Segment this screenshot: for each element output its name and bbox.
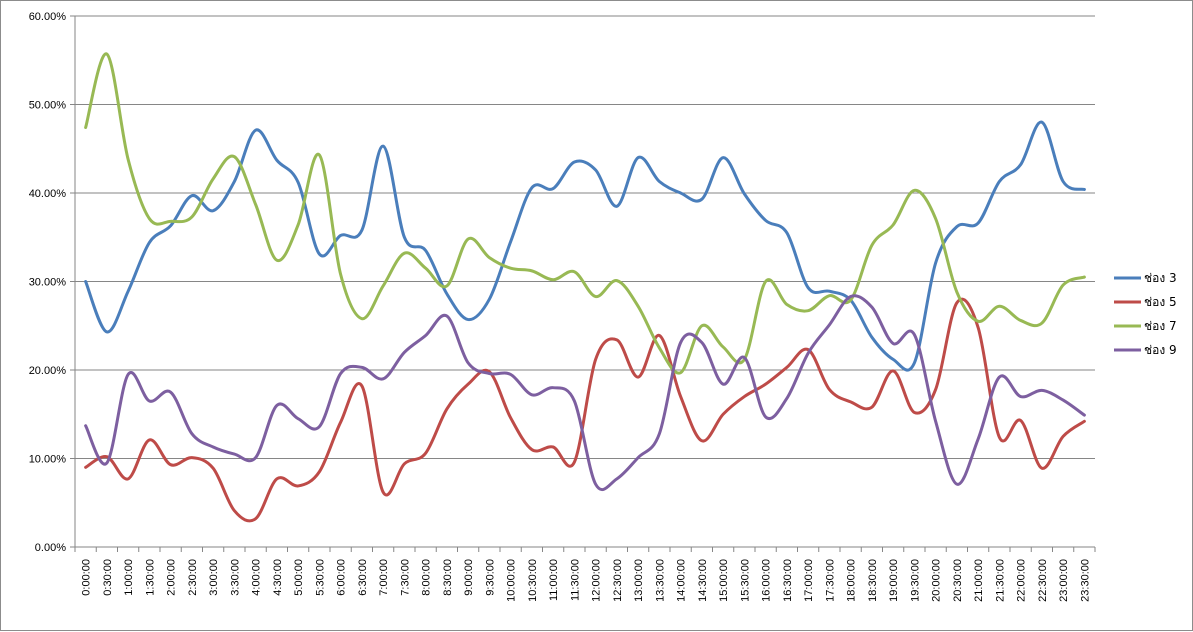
x-tick-label: 5:30:00: [314, 559, 326, 596]
y-tick-label: 60.00%: [29, 11, 67, 23]
x-tick-label: 22:00:00: [1016, 559, 1028, 602]
x-tick-label: 5:00:00: [293, 559, 305, 596]
y-axis-ticks: 0.00% 10.00% 20.00% 30.00% 40.00% 50.00% 60.00…: [29, 11, 75, 554]
x-tick-label: 12:00:00: [591, 559, 603, 602]
x-tick-label: 17:00:00: [803, 559, 815, 602]
x-tick-label: 0:30:00: [102, 559, 114, 596]
x-tick-label: 14:30:00: [697, 559, 709, 602]
x-tick-label: 17:30:00: [824, 559, 836, 602]
series-1: [84, 120, 1086, 372]
x-tick-label: 18:30:00: [867, 559, 879, 602]
legend-item: ช่อง 5: [1114, 295, 1177, 309]
x-tick-label: 8:30:00: [442, 559, 454, 596]
y-tick-label: 30.00%: [29, 277, 67, 289]
x-tick-label: 10:00:00: [506, 559, 518, 602]
x-tick-label: 1:30:00: [144, 559, 156, 596]
x-tick-label: 16:00:00: [761, 559, 773, 602]
series-2: [84, 297, 1086, 523]
x-tick-label: 16:30:00: [782, 559, 794, 602]
x-tick-label: 7:00:00: [378, 559, 390, 596]
x-tick-label: 12:30:00: [612, 559, 624, 602]
x-tick-label: 23:30:00: [1079, 559, 1091, 602]
x-tick-label: 20:00:00: [931, 559, 943, 602]
x-tick-label: 7:30:00: [399, 559, 411, 596]
x-tick-label: 6:00:00: [336, 559, 348, 596]
x-tick-label: 4:30:00: [272, 559, 284, 596]
y-tick-label: 20.00%: [29, 365, 67, 377]
legend-item: ช่อง 3: [1114, 271, 1177, 285]
series-4: [84, 294, 1086, 491]
legend: ช่อง 3 ช่อง 5 ช่อง 7 ช่อง 9: [1114, 271, 1177, 357]
x-axis-ticks: 0:00:00 0:30:00 1:00:00 1:30:00 2:00:00 2:30:…: [81, 559, 1092, 602]
series-line: [84, 52, 1086, 375]
x-tick-label: 2:00:00: [166, 559, 178, 596]
x-tick-label: 6:30:00: [357, 559, 369, 596]
legend-label: ช่อง 5: [1144, 295, 1177, 309]
series-line: [84, 294, 1086, 491]
x-tick-label: 19:00:00: [888, 559, 900, 602]
x-tick-label: 9:00:00: [463, 559, 475, 596]
x-tick-label: 20:30:00: [952, 559, 964, 602]
x-tick-label: 2:30:00: [187, 559, 199, 596]
x-tick-label: 14:00:00: [676, 559, 688, 602]
x-tick-label: 3:30:00: [229, 559, 241, 596]
y-tick-label: 40.00%: [29, 188, 67, 200]
legend-item: ช่อง 9: [1114, 343, 1177, 357]
x-tick-label: 15:00:00: [718, 559, 730, 602]
series-lines: [84, 52, 1086, 523]
legend-label: ช่อง 9: [1144, 343, 1177, 357]
y-tick-label: 10.00%: [29, 454, 67, 466]
x-tick-label: 10:30:00: [527, 559, 539, 602]
legend-item: ช่อง 7: [1114, 319, 1177, 333]
x-tick-label: 8:00:00: [421, 559, 433, 596]
x-tick-label: 23:00:00: [1058, 559, 1070, 602]
x-tick-label: 9:30:00: [484, 559, 496, 596]
legend-label: ช่อง 7: [1144, 319, 1177, 333]
x-tick-label: 22:30:00: [1037, 559, 1049, 602]
x-tick-label: 13:30:00: [654, 559, 666, 602]
series-3: [84, 52, 1086, 375]
gridlines: [75, 15, 1095, 459]
legend-label: ช่อง 3: [1144, 271, 1177, 285]
x-tick-label: 15:30:00: [739, 559, 751, 602]
x-tick-label: 0:00:00: [81, 559, 93, 596]
x-tick-label: 4:00:00: [251, 559, 263, 596]
x-tick-label: 21:00:00: [973, 559, 985, 602]
x-tick-label: 1:00:00: [123, 559, 135, 596]
x-tick-label: 19:30:00: [909, 559, 921, 602]
x-tick-label: 11:00:00: [548, 559, 560, 601]
series-line: [84, 120, 1086, 372]
y-tick-label: 0.00%: [35, 542, 66, 554]
x-tick-label: 11:30:00: [569, 559, 581, 601]
series-line: [84, 297, 1086, 523]
x-tick-label: 13:00:00: [633, 559, 645, 602]
x-tick-label: 3:00:00: [208, 559, 220, 596]
axes: [74, 16, 1096, 552]
x-tick-label: 18:00:00: [846, 559, 858, 602]
x-tick-label: 21:30:00: [994, 559, 1006, 602]
y-tick-label: 50.00%: [29, 100, 67, 112]
